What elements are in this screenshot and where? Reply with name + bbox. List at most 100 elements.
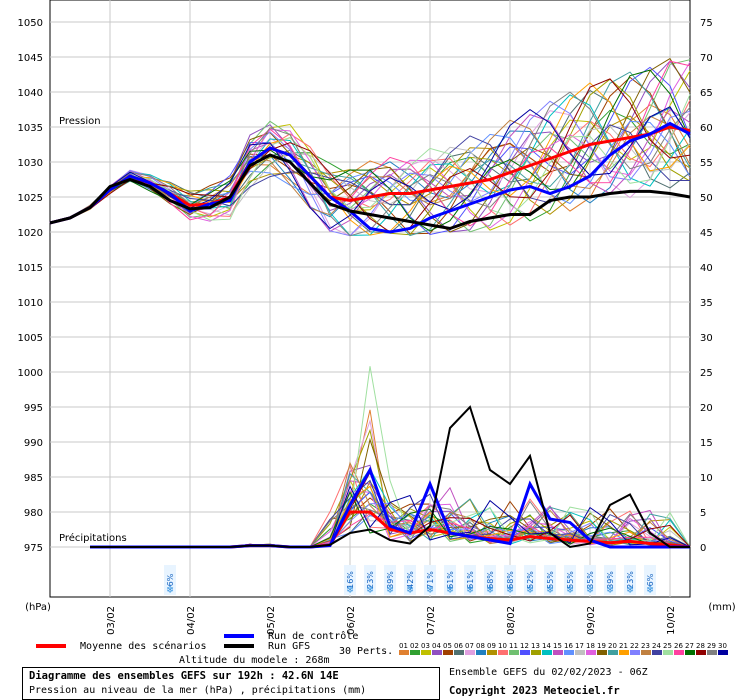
member-number: 14 bbox=[542, 642, 551, 650]
precip-panel-label: Précipitations bbox=[59, 532, 127, 544]
right-tick-label: 60 bbox=[700, 123, 713, 134]
right-tick-label: 30 bbox=[700, 333, 713, 344]
member-number: 28 bbox=[696, 642, 705, 650]
snow-marker-bg bbox=[384, 565, 396, 595]
member-color-swatch bbox=[487, 650, 497, 655]
snow-marker-bg bbox=[604, 565, 616, 595]
snowflake-icon: ❄ bbox=[447, 583, 454, 596]
member-color-swatch bbox=[443, 650, 453, 655]
snow-percentage-label: 61% bbox=[466, 571, 475, 589]
snow-percentage-label: 71% bbox=[426, 571, 435, 589]
gfs-swatch bbox=[224, 644, 254, 648]
left-tick-label: 985 bbox=[24, 473, 43, 484]
perts-label: 30 Perts. bbox=[339, 646, 394, 657]
legend-mean: Moyenne des scénarios bbox=[36, 641, 206, 652]
left-axis-unit: (hPa) bbox=[25, 602, 51, 613]
member-color-swatch bbox=[421, 650, 431, 655]
member-color-swatch bbox=[696, 650, 706, 655]
snow-marker-bg bbox=[564, 565, 576, 595]
snow-percentage-label: 68% bbox=[506, 571, 515, 589]
member-color-swatch bbox=[586, 650, 596, 655]
right-tick-label: 20 bbox=[700, 403, 713, 414]
date-tick-label: 08/02 bbox=[506, 606, 517, 635]
right-tick-label: 50 bbox=[700, 193, 713, 204]
left-tick-label: 1035 bbox=[18, 123, 43, 134]
member-color-swatch bbox=[685, 650, 695, 655]
right-tick-label: 65 bbox=[700, 88, 713, 99]
member-number: 30 bbox=[718, 642, 727, 650]
member-number: 17 bbox=[575, 642, 584, 650]
member-color-swatch bbox=[718, 650, 728, 655]
member-number: 02 bbox=[410, 642, 419, 650]
snow-percentage-label: 35% bbox=[586, 571, 595, 589]
member-color-swatch bbox=[553, 650, 563, 655]
snow-percentage-label: 23% bbox=[626, 571, 635, 589]
mean-label: Moyenne des scénarios bbox=[80, 641, 207, 652]
snow-percentage-label: 68% bbox=[486, 571, 495, 589]
member-color-swatch bbox=[454, 650, 464, 655]
member-number: 20 bbox=[608, 642, 617, 650]
date-tick-label: 09/02 bbox=[586, 606, 597, 635]
member-color-swatch bbox=[410, 650, 420, 655]
right-tick-label: 75 bbox=[700, 18, 713, 29]
member-number: 11 bbox=[509, 642, 518, 650]
left-tick-label: 1025 bbox=[18, 193, 43, 204]
member-color-swatch bbox=[509, 650, 519, 655]
snowflake-icon: ❄ bbox=[527, 583, 534, 596]
member-number: 12 bbox=[520, 642, 529, 650]
snow-percentage-label: 6% bbox=[646, 573, 655, 586]
snow-marker-bg bbox=[464, 565, 476, 595]
snow-marker-bg bbox=[504, 565, 516, 595]
legend-gfs: Run GFS bbox=[224, 641, 310, 652]
left-tick-label: 1040 bbox=[18, 88, 43, 99]
snow-percentage-label: 52% bbox=[526, 571, 535, 589]
member-color-swatch bbox=[641, 650, 651, 655]
member-number: 07 bbox=[465, 642, 474, 650]
member-pressure-line bbox=[49, 78, 691, 233]
control-pressure-line bbox=[49, 121, 691, 234]
member-number: 25 bbox=[663, 642, 672, 650]
right-tick-label: 5 bbox=[700, 508, 706, 519]
right-tick-label: 55 bbox=[700, 158, 713, 169]
left-tick-label: 995 bbox=[24, 403, 43, 414]
member-number: 09 bbox=[487, 642, 496, 650]
snow-marker-bg bbox=[344, 565, 356, 595]
pressure-panel-label: Pression bbox=[59, 116, 101, 127]
snow-percentage-label: 23% bbox=[366, 571, 375, 589]
snowflake-icon: ❄ bbox=[387, 583, 394, 596]
member-number: 22 bbox=[630, 642, 639, 650]
left-tick-label: 1020 bbox=[18, 228, 43, 239]
snow-marker-bg bbox=[484, 565, 496, 595]
right-tick-label: 70 bbox=[700, 53, 713, 64]
snowflake-icon: ❄ bbox=[347, 583, 354, 596]
member-color-swatch bbox=[707, 650, 717, 655]
member-pressure-line bbox=[49, 91, 691, 237]
right-tick-label: 40 bbox=[700, 263, 713, 274]
date-tick-label: 04/02 bbox=[186, 606, 197, 635]
left-tick-label: 975 bbox=[24, 543, 43, 554]
left-tick-label: 1030 bbox=[18, 158, 43, 169]
snow-marker-bg bbox=[364, 565, 376, 595]
member-color-swatch bbox=[465, 650, 475, 655]
legend-control: Run de contrôle bbox=[224, 631, 358, 642]
member-number: 04 bbox=[432, 642, 441, 650]
snow-marker-bg bbox=[644, 565, 656, 595]
member-number: 06 bbox=[454, 642, 463, 650]
right-tick-label: 25 bbox=[700, 368, 713, 379]
left-tick-label: 1050 bbox=[18, 18, 43, 29]
member-color-swatch bbox=[399, 650, 409, 655]
right-tick-label: 0 bbox=[700, 543, 706, 554]
snow-percentage-label: 55% bbox=[546, 571, 555, 589]
snow-percentage-label: 39% bbox=[386, 571, 395, 589]
control-swatch bbox=[224, 634, 254, 638]
snowflake-icon: ❄ bbox=[627, 583, 634, 596]
member-color-swatch bbox=[652, 650, 662, 655]
plot-area bbox=[49, 0, 691, 598]
member-number: 03 bbox=[421, 642, 430, 650]
date-tick-label: 10/02 bbox=[666, 606, 677, 635]
member-color-swatch bbox=[520, 650, 530, 655]
right-tick-label: 45 bbox=[700, 228, 713, 239]
run-info: Ensemble GEFS du 02/02/2023 - 06Z bbox=[449, 667, 648, 678]
snow-marker-bg bbox=[444, 565, 456, 595]
snow-marker-bg bbox=[164, 565, 176, 595]
